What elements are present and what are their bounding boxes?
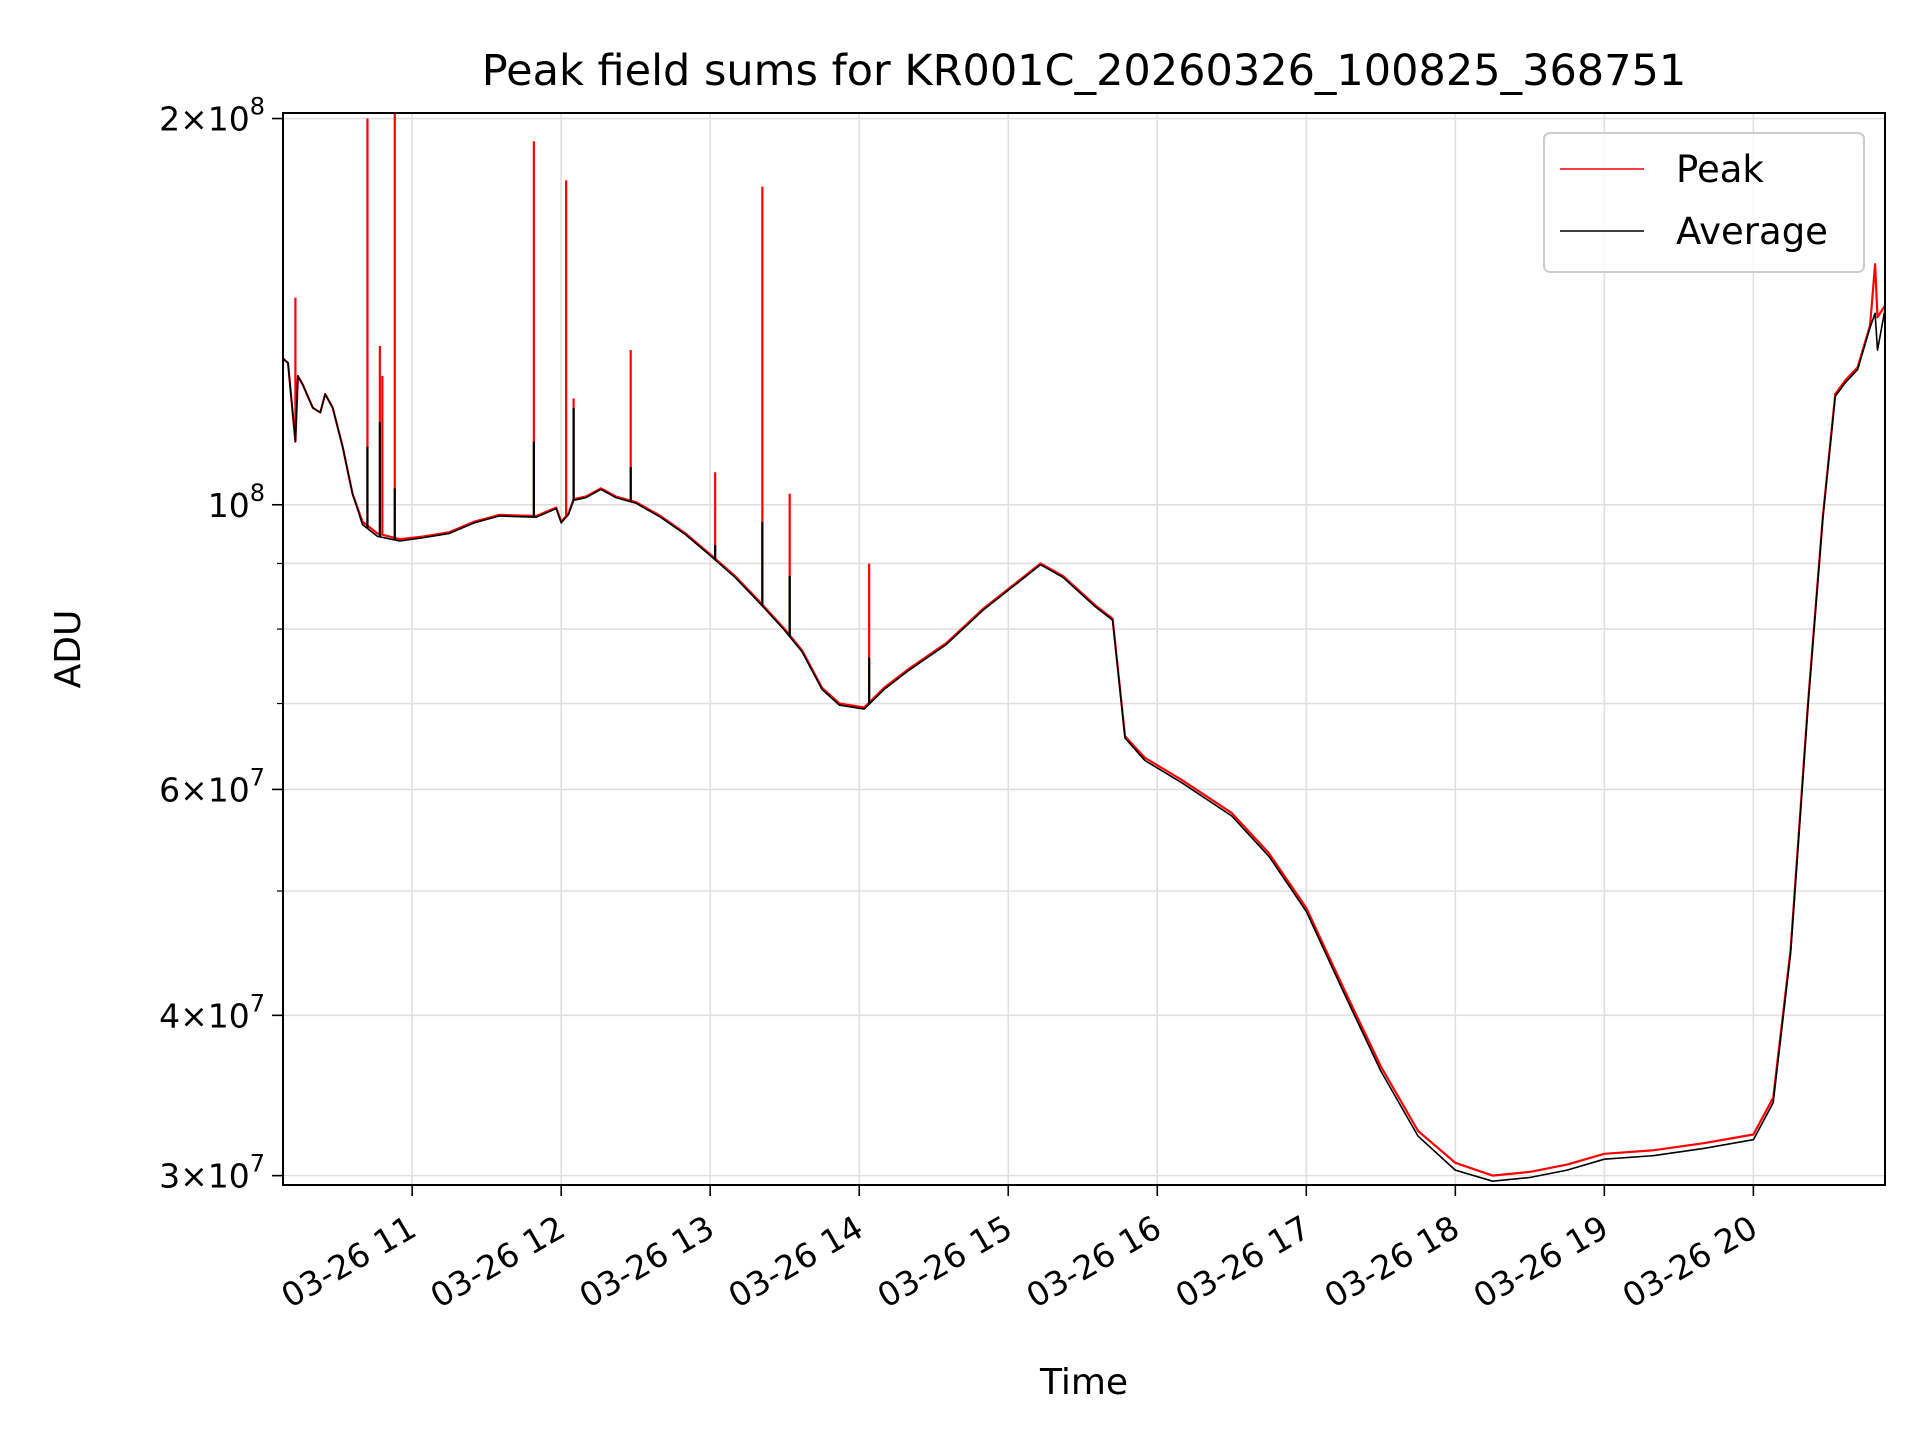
y-axis-label: ADU (48, 610, 89, 689)
series-line-average (282, 309, 1886, 1182)
y-tick-base: 2 (159, 100, 180, 139)
legend: Peak Average (1543, 132, 1865, 273)
y-tick-label: 108 (208, 479, 265, 525)
series-line-peak (282, 263, 1886, 1177)
y-tick-label: 2×108 (159, 93, 265, 139)
y-tick-label: 6×107 (159, 763, 265, 809)
y-tick-base: 6 (159, 770, 180, 809)
y-tick-exponent: 7 (250, 1150, 265, 1178)
series-average (282, 309, 1886, 1182)
y-tick-base: 3 (159, 1157, 180, 1196)
legend-label-average: Average (1676, 210, 1828, 253)
grid (283, 113, 1885, 1185)
y-tick-times: ×10 (180, 100, 250, 139)
y-tick-times: ×10 (180, 770, 250, 809)
y-tick-exponent: 7 (250, 763, 265, 791)
y-tick-ten: 10 (208, 486, 250, 525)
y-tick-label: 3×107 (159, 1150, 265, 1196)
x-axis-label: Time (1039, 1362, 1128, 1403)
y-tick-base: 4 (159, 996, 180, 1035)
y-tick-exponent: 8 (250, 93, 265, 121)
chart-title: Peak field sums for KR001C_20260326_1008… (482, 46, 1686, 96)
y-tick-times: ×10 (180, 996, 250, 1035)
y-tick-exponent: 8 (250, 479, 265, 507)
legend-box (1543, 132, 1865, 273)
legend-label-peak: Peak (1676, 148, 1764, 191)
y-tick-exponent: 7 (250, 989, 265, 1017)
plot-lines (282, 113, 1886, 1182)
plot-frame (282, 112, 1886, 1186)
y-tick-label: 4×107 (159, 989, 265, 1035)
y-tick-times: ×10 (180, 1157, 250, 1196)
